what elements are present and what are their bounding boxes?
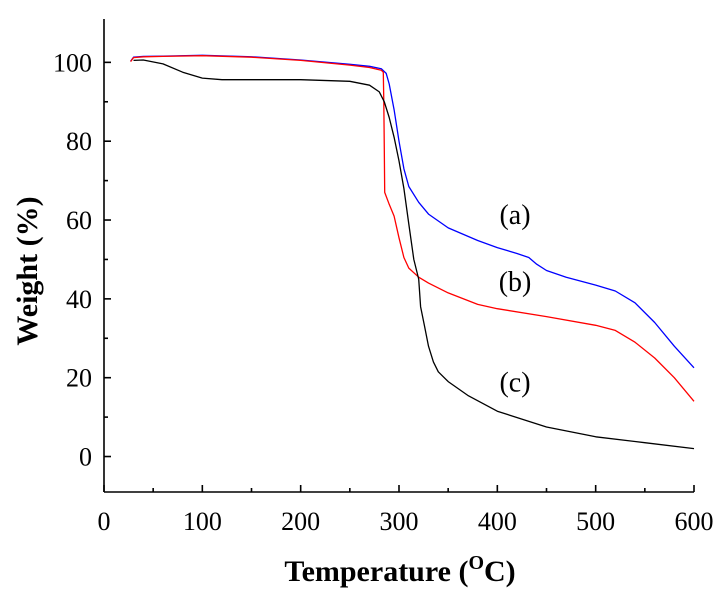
x-tick-label: 400 — [478, 507, 517, 536]
x-axis-title-main: Temperature ( — [284, 555, 468, 588]
y-tick-label: 0 — [79, 443, 92, 472]
y-axis-title: Weight (%) — [11, 196, 44, 345]
series-line-a — [130, 54, 695, 369]
series-line-c — [133, 59, 695, 450]
x-tick-label: 300 — [380, 507, 419, 536]
x-tick-label: 600 — [675, 507, 714, 536]
curve-label-a: (a) — [499, 200, 530, 231]
y-tick-label: 100 — [53, 48, 92, 77]
x-axis-title-unit: C) — [484, 555, 516, 588]
y-tick-label: 60 — [66, 206, 92, 235]
y-tick-label: 40 — [66, 285, 92, 314]
data-series — [130, 54, 695, 450]
curve-label-b: (b) — [499, 267, 532, 298]
x-axis-ticks: 0 100 200 300 400 500 600 — [98, 485, 714, 536]
x-tick-label: 100 — [183, 507, 222, 536]
curve-label-c: (c) — [499, 367, 530, 398]
plot-axes — [103, 19, 694, 493]
x-axis-title: Temperature (OC) — [284, 552, 515, 588]
y-tick-label: 20 — [66, 364, 92, 393]
series-line-b — [130, 55, 695, 402]
y-tick-label: 80 — [66, 127, 92, 156]
curve-annotations: (a) (b) (c) — [499, 200, 532, 399]
x-tick-label: 500 — [576, 507, 615, 536]
y-axis-ticks: 0 20 40 60 80 100 — [53, 48, 111, 472]
x-tick-label: 0 — [98, 507, 111, 536]
x-axis-title-superscript: O — [468, 552, 484, 574]
x-tick-label: 200 — [281, 507, 320, 536]
